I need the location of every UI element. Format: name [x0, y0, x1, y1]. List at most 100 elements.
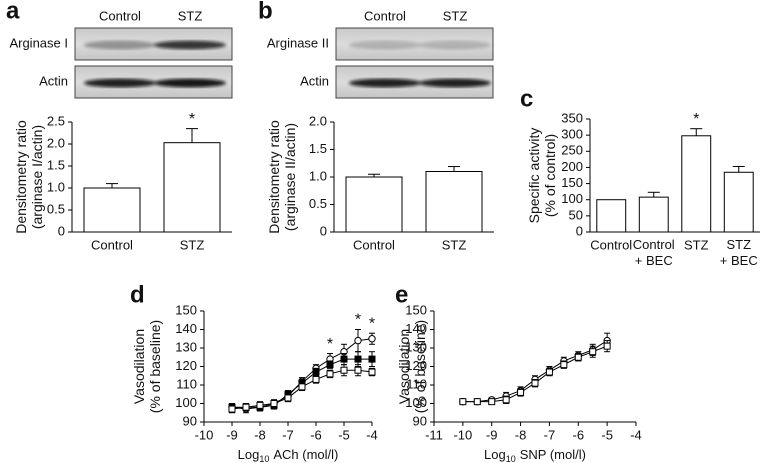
marker [354, 336, 362, 345]
x-tick-label: -9 [226, 427, 238, 442]
y-tick-label: 2.0 [309, 113, 327, 128]
blot-row-label: Actin [39, 73, 68, 88]
panel-letter: b [258, 0, 273, 24]
curve [462, 340, 608, 403]
panel-letter: e [395, 281, 408, 308]
marker [473, 398, 481, 406]
marker [326, 370, 334, 378]
blot-row-label: Arginase II [267, 35, 329, 50]
y-axis-label-line: (% of baseline) [147, 320, 163, 413]
x-tick-label: -10 [195, 427, 214, 442]
blot-row-label: Actin [300, 73, 329, 88]
lane-label: STZ [178, 8, 203, 23]
x-tick-label: Control [590, 237, 632, 252]
y-axis-label-line: Vasodilation [396, 329, 412, 404]
y-tick-label: 300 [561, 127, 583, 142]
x-tick-label: -7 [544, 427, 556, 442]
lane-label: Control [364, 8, 406, 23]
marker [242, 403, 250, 411]
marker [502, 396, 510, 404]
x-axis-label-sub: 10 [259, 454, 269, 463]
y-axis-label: Vasodilation(% of baseline) [131, 320, 163, 413]
x-axis-label-part: ACh (mol/l) [273, 447, 338, 462]
y-axis-label-line: Densitometry ratio [13, 120, 29, 234]
y-tick-label: 1.0 [309, 168, 327, 183]
marker [298, 383, 306, 391]
y-tick-label: 150 [561, 175, 583, 190]
marker [340, 355, 348, 363]
marker [326, 361, 334, 369]
panel: e 90 100 110 120 130 140 150 Vasodilation(% of b… [395, 281, 642, 463]
y-axis-label-line: Densitometry ratio [266, 120, 282, 234]
y-axis-label-line: (% of control) [542, 134, 558, 217]
marker [531, 379, 539, 387]
y-tick-label: 150 [175, 302, 197, 317]
x-axis-label-sub: 10 [506, 454, 516, 463]
y-tick-label: 1.5 [47, 157, 65, 172]
y-axis-label: Vasodilation(% of baseline) [396, 320, 428, 413]
marker [340, 366, 348, 374]
y-tick-label: 200 [561, 159, 583, 174]
x-tick-label: STZ [684, 237, 709, 252]
y-tick-label: 2.5 [47, 113, 65, 128]
bar [681, 135, 712, 233]
y-tick-label: 0 [58, 223, 65, 238]
marker [354, 366, 362, 374]
blot-band [419, 40, 491, 50]
y-axis-label-line: (% of baseline) [412, 320, 428, 413]
blot-band [84, 78, 156, 88]
marker [589, 348, 597, 356]
bar [596, 199, 627, 233]
bar [723, 171, 754, 233]
y-tick-label: 110 [176, 376, 197, 391]
marker [284, 394, 292, 402]
x-tick-label: -6 [573, 427, 585, 442]
x-tick-label: -5 [601, 427, 613, 442]
y-tick-label: 130 [175, 339, 197, 354]
marker [368, 368, 376, 376]
y-axis-label: Specific activity(% of control) [526, 128, 558, 224]
y-tick-label: 100 [175, 395, 197, 410]
bar [163, 142, 221, 233]
x-axis-label: Log10 SNP (mol/l) [484, 447, 586, 463]
x-tick-label: -11 [425, 427, 443, 442]
y-tick-label: 100 [561, 191, 583, 206]
bar [345, 176, 403, 233]
x-tick-label: Control + BEC [633, 237, 675, 268]
y-tick-label: 150 [405, 302, 427, 317]
x-tick-label: -5 [338, 427, 350, 442]
curve [231, 338, 373, 410]
x-tick-label: -6 [310, 427, 322, 442]
y-tick-label: 250 [561, 143, 583, 158]
marker [354, 355, 362, 363]
y-axis-label: Densitometry ratio(arginase II/actin) [266, 120, 298, 234]
blot-band [154, 40, 226, 50]
blot-row-label: Arginase I [9, 35, 68, 50]
y-tick-label: 140 [175, 321, 197, 336]
panel: d 90 100 110 120 130 140 150 Vasodilation(% of b… [130, 281, 378, 463]
blot-band [154, 78, 226, 88]
curve [462, 345, 608, 403]
bar [83, 187, 141, 233]
x-tick-label: STZ + BEC [720, 237, 758, 268]
significance-mark: * [327, 336, 333, 353]
x-axis-label-part: Log [238, 447, 260, 462]
x-tick-label-line: STZ [726, 237, 751, 252]
y-tick-label: 120 [175, 358, 197, 373]
x-tick-label: Control [353, 237, 395, 252]
x-tick-label-line: + BEC [720, 253, 758, 268]
x-tick-label: -10 [453, 427, 472, 442]
marker [368, 355, 376, 363]
y-tick-label: 0.5 [47, 201, 65, 216]
y-tick-label: 90 [413, 413, 427, 428]
x-tick-label: -8 [515, 427, 527, 442]
marker [574, 353, 582, 361]
y-tick-label: 0 [576, 223, 583, 238]
marker [312, 368, 320, 376]
y-tick-label: 90 [183, 413, 197, 428]
significance-mark: * [355, 312, 361, 329]
x-tick-label: -4 [366, 427, 378, 442]
x-tick-label: -8 [254, 427, 266, 442]
y-tick-label: 0 [320, 223, 327, 238]
